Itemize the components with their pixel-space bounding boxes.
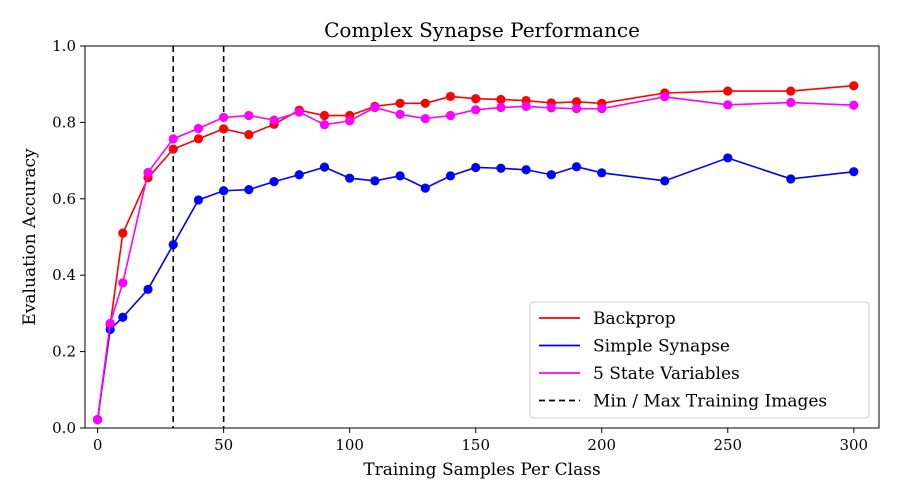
data-point-s0-25: [849, 81, 859, 91]
data-point-s2-21: [597, 104, 607, 114]
y-tick-label-5: 1.0: [52, 37, 76, 55]
data-point-s2-16: [471, 105, 481, 115]
x-tick-label-1: 50: [214, 436, 233, 454]
data-point-s1-8: [269, 177, 279, 187]
data-point-s2-25: [849, 100, 859, 110]
data-point-s2-13: [395, 109, 405, 119]
x-axis-label: Training Samples Per Class: [363, 460, 600, 480]
x-tick-label-3: 150: [461, 436, 490, 454]
data-point-s0-4: [168, 144, 178, 154]
data-point-s0-10: [319, 110, 330, 121]
x-tick-label-4: 200: [587, 436, 616, 454]
data-point-s2-19: [546, 103, 556, 113]
data-point-s2-8: [269, 115, 279, 125]
data-point-s2-2: [118, 278, 128, 288]
data-point-s0-15: [445, 91, 456, 102]
legend-box: [529, 301, 870, 419]
data-point-s2-4: [168, 134, 178, 144]
x-tick-label-6: 300: [839, 436, 868, 454]
data-point-s1-22: [660, 176, 670, 186]
data-point-s1-17: [496, 163, 506, 173]
data-point-s2-24: [786, 97, 796, 108]
data-point-s1-15: [445, 171, 456, 181]
data-point-s0-2: [118, 228, 128, 238]
data-point-s2-23: [723, 100, 733, 110]
data-point-s2-18: [521, 101, 531, 111]
data-point-s2-0: [93, 414, 103, 425]
data-point-s0-7: [244, 130, 254, 140]
data-point-s0-20: [571, 97, 582, 107]
data-point-s1-25: [849, 167, 859, 177]
y-tick-label-2: 0.4: [52, 266, 76, 284]
legend-label-2: 5 State Variables: [593, 364, 740, 384]
data-point-s1-19: [546, 170, 556, 180]
data-point-s1-12: [370, 176, 380, 186]
data-point-s0-5: [193, 134, 204, 144]
data-point-s2-15: [445, 110, 456, 121]
plot-frame: [84, 45, 880, 429]
data-point-s0-14: [420, 98, 430, 108]
legend-label-0: Backprop: [593, 309, 676, 329]
data-point-s2-22: [660, 92, 670, 102]
legend-label-3: Min / Max Training Images: [593, 392, 827, 412]
data-point-s2-5: [193, 123, 204, 134]
data-point-s2-20: [571, 104, 582, 114]
data-point-s2-12: [370, 102, 380, 113]
y-axis-label: Evaluation Accuracy: [20, 148, 40, 326]
data-point-s1-18: [521, 165, 531, 175]
data-point-s1-2: [118, 312, 128, 322]
data-point-s1-16: [471, 162, 481, 173]
y-tick-label-0: 0.0: [52, 419, 76, 437]
data-point-s2-6: [219, 112, 229, 123]
plot-area: [93, 46, 859, 428]
axes: 0 50 100 150 200 250 300 0.0 0.2 0.4 0.6 0.8 1.0: [52, 37, 868, 454]
data-point-s2-11: [345, 116, 355, 126]
data-point-s1-7: [244, 185, 254, 195]
legend: Backprop Simple Synapse 5 State Variables M…: [529, 301, 870, 419]
data-point-s0-6: [219, 124, 229, 134]
data-point-s1-10: [319, 162, 330, 172]
data-point-s0-13: [395, 98, 405, 108]
data-point-s1-9: [294, 170, 304, 180]
x-tick-label-2: 100: [335, 436, 364, 454]
data-point-s2-10: [319, 120, 330, 130]
data-point-s1-13: [395, 171, 405, 181]
y-tick-label-1: 0.2: [52, 343, 76, 361]
legend-label-1: Simple Synapse: [593, 337, 730, 357]
data-point-s1-4: [168, 240, 178, 250]
data-point-s1-11: [345, 173, 355, 183]
data-point-s2-7: [244, 110, 254, 121]
data-point-s1-5: [193, 195, 204, 205]
x-tick-label-5: 250: [713, 436, 742, 454]
data-point-s1-20: [571, 162, 582, 172]
data-point-s1-23: [723, 153, 733, 163]
data-point-s0-24: [786, 86, 796, 96]
data-point-s0-16: [471, 94, 481, 104]
data-point-s1-14: [420, 183, 430, 193]
data-point-s2-1: [105, 318, 115, 328]
data-point-s1-3: [143, 284, 153, 294]
chart-title: Complex Synapse Performance: [324, 18, 640, 42]
data-point-s1-6: [219, 186, 229, 196]
y-tick-label-4: 0.8: [52, 113, 76, 131]
data-point-s2-14: [420, 113, 430, 124]
data-point-s2-9: [294, 107, 304, 117]
data-point-s2-17: [496, 102, 506, 113]
y-tick-label-3: 0.6: [52, 190, 76, 208]
data-point-s1-24: [786, 174, 796, 184]
data-point-s2-3: [143, 167, 153, 178]
data-point-s1-21: [597, 168, 607, 178]
x-tick-label-0: 0: [93, 436, 103, 454]
data-point-s0-23: [723, 86, 733, 96]
data-point-s0-17: [496, 94, 506, 105]
